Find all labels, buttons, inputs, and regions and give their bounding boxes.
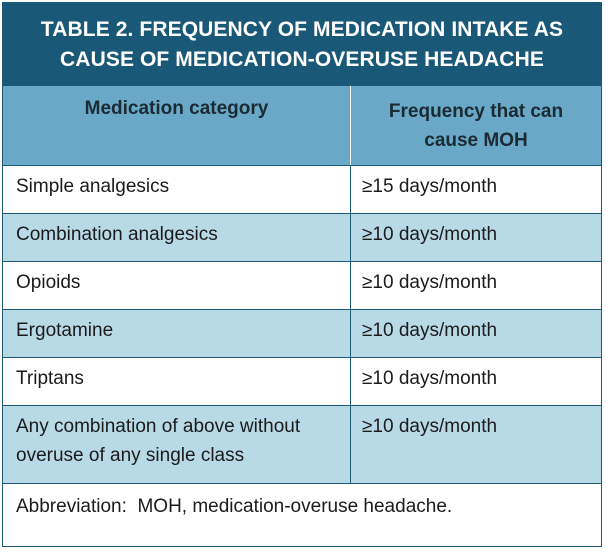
row-category-line-2: overuse of any single class xyxy=(16,445,245,466)
row-category-line-1: Any combination of above without xyxy=(16,416,301,437)
table-header-row: Medication category Frequency that can c… xyxy=(3,86,601,165)
row-frequency: ≥10 days/month xyxy=(362,224,498,245)
table-title-bar: TABLE 2. FREQUENCY OF MEDICATION INTAKE … xyxy=(3,3,601,86)
medication-frequency-table: TABLE 2. FREQUENCY OF MEDICATION INTAKE … xyxy=(2,2,602,547)
row-category: Simple analgesics xyxy=(16,176,170,197)
table-row: Any combination of above without overuse… xyxy=(3,405,601,483)
row-category: Any combination of above without overuse… xyxy=(16,412,346,470)
row-category: Opioids xyxy=(16,272,81,293)
row-frequency: ≥10 days/month xyxy=(362,272,498,293)
row-frequency: ≥10 days/month xyxy=(362,416,498,437)
header-frequency-line-2: cause MOH xyxy=(424,129,528,151)
table-row: Triptans ≥10 days/month xyxy=(3,357,601,405)
header-frequency-line-1: Frequency that can xyxy=(388,100,564,122)
table-row: Combination analgesics ≥10 days/month xyxy=(3,213,601,261)
header-frequency: Frequency that can cause MOH xyxy=(351,86,601,165)
row-category: Triptans xyxy=(16,368,84,389)
row-frequency: ≥10 days/month xyxy=(362,368,498,389)
table-footnote: Abbreviation: MOH, medication-overuse he… xyxy=(16,496,453,517)
table-row: Simple analgesics ≥15 days/month xyxy=(3,165,601,213)
column-divider xyxy=(350,406,351,483)
table-row: Ergotamine ≥10 days/month xyxy=(3,309,601,357)
table-title: TABLE 2. FREQUENCY OF MEDICATION INTAKE … xyxy=(41,15,563,75)
table-title-line-2: CAUSE OF MEDICATION-OVERUSE HEADACHE xyxy=(60,47,544,71)
column-divider xyxy=(350,166,351,213)
row-category: Ergotamine xyxy=(16,320,114,341)
row-category: Combination analgesics xyxy=(16,224,218,245)
table-title-line-1: TABLE 2. FREQUENCY OF MEDICATION INTAKE … xyxy=(40,17,564,41)
column-divider xyxy=(350,262,351,309)
table-row: Opioids ≥10 days/month xyxy=(3,261,601,309)
column-divider xyxy=(350,214,351,261)
column-divider xyxy=(350,310,351,357)
row-frequency: ≥15 days/month xyxy=(362,176,498,197)
header-medication-category: Medication category xyxy=(84,98,269,119)
column-divider xyxy=(350,358,351,405)
table-footnote-row: Abbreviation: MOH, medication-overuse he… xyxy=(3,483,601,546)
header-column-divider xyxy=(350,86,351,165)
row-frequency: ≥10 days/month xyxy=(362,320,498,341)
